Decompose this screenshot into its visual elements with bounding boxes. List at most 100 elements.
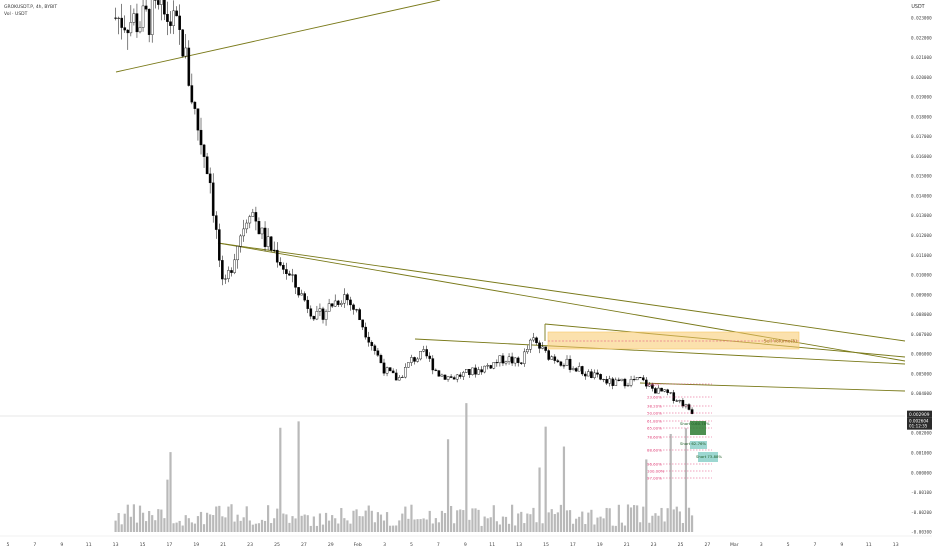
fib-level-label: 97.00%: [647, 476, 662, 481]
volume-bar: [538, 467, 541, 532]
candle-body: [605, 379, 608, 384]
candle-body: [282, 265, 285, 270]
volume-bar: [117, 513, 120, 532]
fib-level-label: 65.00%: [647, 426, 662, 431]
candle-body: [269, 236, 273, 251]
candle-body: [678, 400, 682, 402]
date-tick-label: 5: [787, 542, 790, 548]
volume-bar: [395, 525, 398, 532]
candle-body: [138, 27, 142, 33]
candle-body: [239, 235, 242, 247]
volume-bar: [297, 421, 300, 532]
volume-bar: [401, 513, 404, 532]
price-tick-label: 0.001000: [911, 451, 932, 457]
volume-bar: [654, 513, 657, 532]
candle-body: [224, 278, 227, 280]
candle-body: [608, 378, 611, 384]
price-tick-label: 0.015000: [911, 174, 932, 180]
fib-retracement[interactable]: 0.00% 23.60% 38.20% 50.00% 61.80% 65.00% 78.60…: [647, 382, 712, 481]
candle-body: [623, 378, 627, 387]
volume-bar: [477, 509, 480, 532]
date-tick-label: 19: [193, 542, 199, 548]
candle-body: [437, 370, 441, 377]
candle-body: [638, 377, 642, 379]
volume-bar: [141, 512, 145, 532]
candle-body: [355, 309, 358, 311]
volume-bar: [669, 433, 672, 532]
candle-body: [422, 349, 425, 352]
candle-body: [382, 362, 386, 374]
volume-bar: [199, 511, 203, 532]
date-tick-label: 13: [516, 542, 522, 548]
volume-bar: [422, 518, 425, 532]
candle-body: [538, 342, 541, 349]
date-tick-label: 9: [464, 542, 467, 548]
volume-bar: [318, 513, 322, 532]
candle-body: [492, 362, 496, 369]
sell-volume-box[interactable]: Sell Volume(5): [547, 331, 800, 350]
candle-body: [641, 377, 645, 381]
time-axis[interactable]: 5 7 9 11 13 15 17 19 21 23 25 27 29 Feb 3 5 7 9 11 13 15 17 19…: [0, 535, 932, 548]
volume-bar: [404, 506, 407, 532]
candle-body: [236, 246, 239, 261]
volume-bar: [480, 525, 483, 532]
candle-body: [199, 129, 203, 146]
volume-bar: [385, 512, 389, 532]
price-tick-label: 0.012000: [911, 233, 932, 239]
candle-body: [501, 355, 505, 364]
sell-box-label: Sell Volume(5): [764, 339, 798, 345]
date-tick-label: 11: [866, 542, 872, 548]
candle-body: [510, 356, 514, 364]
date-tick-label: 17: [570, 542, 576, 548]
candle-body: [672, 392, 676, 401]
candle-body: [495, 362, 499, 364]
volume-bar: [541, 523, 544, 532]
volume-bar: [492, 505, 495, 532]
volume-bar: [623, 525, 627, 532]
trendline: [414, 338, 906, 365]
volume-bar: [361, 516, 364, 532]
volume-bar: [273, 518, 276, 532]
candle-body: [452, 377, 456, 380]
volume-bar: [370, 510, 373, 532]
volume-bar: [514, 525, 517, 532]
volume-bar: [227, 506, 230, 532]
price-tick-label: 0.021000: [911, 55, 932, 61]
volume-bar: [172, 523, 175, 532]
price-tick-label: 0.011000: [911, 253, 932, 259]
volume-bar: [617, 504, 620, 532]
fib-level-label: 0.00%: [647, 382, 660, 387]
candle-body: [144, 5, 148, 10]
date-tick-label: 7: [33, 542, 36, 548]
candle-body: [190, 85, 194, 103]
sell-box-rect: [547, 331, 800, 350]
candle-body: [529, 339, 532, 350]
candle-body: [455, 374, 459, 380]
volume-bar: [221, 516, 224, 532]
price-tick-label: 0.008000: [911, 312, 932, 318]
candle-body: [526, 349, 529, 353]
volume-bar: [495, 521, 498, 532]
candle-body: [391, 370, 395, 374]
candle-body: [211, 182, 215, 216]
target-box: [690, 421, 706, 435]
price-tick-label: 0.020000: [911, 75, 932, 81]
volume-bar: [193, 523, 196, 532]
date-tick-label: 3: [760, 542, 763, 548]
volume-bar: [230, 504, 233, 532]
volume-bar: [529, 514, 532, 532]
candle-body: [645, 379, 648, 387]
volume-bar: [535, 522, 538, 532]
date-tick-label: 11: [86, 542, 92, 548]
candle-body: [135, 13, 139, 33]
price-axis[interactable]: USDT 0.023000 0.022000 0.021000 0.020000 0.01…: [907, 4, 932, 536]
candle-body: [669, 392, 672, 394]
candle-body: [523, 351, 526, 364]
volume-bar: [114, 520, 117, 532]
volume-bar: [413, 519, 416, 532]
candle-body: [571, 368, 575, 370]
candle-body: [379, 355, 383, 364]
fib-level-label: 88.60%: [647, 448, 662, 453]
volume-bar: [684, 428, 688, 532]
